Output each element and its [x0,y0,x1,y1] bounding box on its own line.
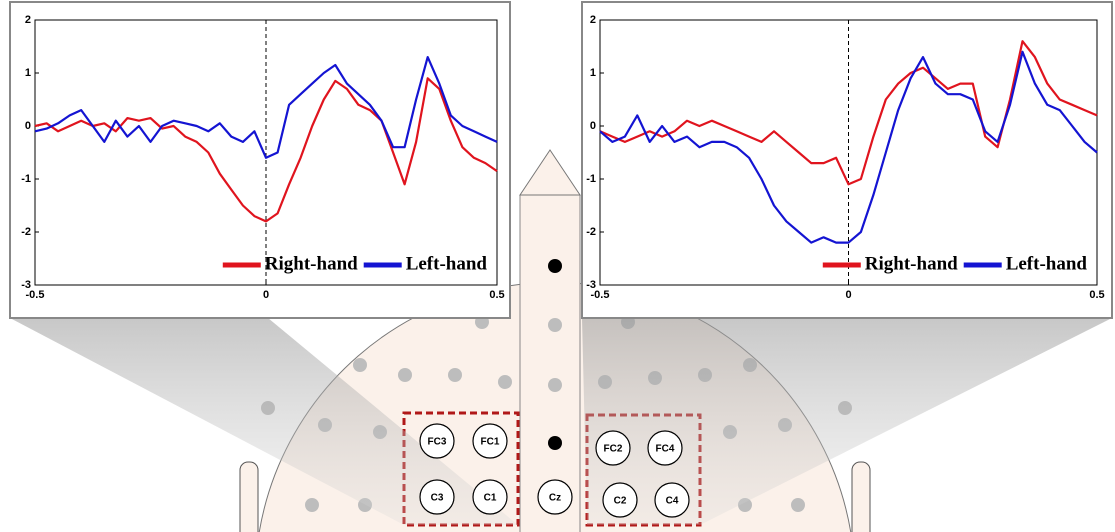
x-tick-label: 0.5 [489,289,504,301]
y-tick-label: 1 [25,67,31,79]
x-tick-label: -0.5 [26,289,45,301]
x-tick-label: -0.5 [591,289,610,301]
legend-label: Right-hand [865,253,958,274]
electrode-label: FC2 [604,444,623,455]
nose [520,150,580,195]
y-tick-label: -2 [21,226,31,238]
legend-label: Right-hand [265,253,358,274]
electrode-label: C2 [614,496,627,507]
electrode-label: C4 [666,496,679,507]
left-ear [240,462,258,532]
y-tick-label: 1 [590,67,596,79]
x-tick-label: 0 [263,289,269,301]
electrode-label: FC1 [481,437,500,448]
legend-label: Left-hand [1006,253,1088,274]
y-tick-label: 2 [25,14,31,26]
y-tick-label: 2 [590,14,596,26]
electrode-label: FC3 [428,437,447,448]
y-tick-label: 0 [590,120,596,132]
electrode-label: Cz [549,493,561,504]
reference-dot [548,436,562,450]
reference-dot [548,259,562,273]
legend-label: Left-hand [406,253,488,274]
electrode-label: C3 [431,493,444,504]
electrode-label: C1 [484,493,497,504]
x-tick-label: 0 [845,289,851,301]
electrode-label: FC4 [656,444,675,455]
figure: FC3FC1C3C1CzFC2FC4C2C4 -3-2-1012-0.500.5… [0,0,1115,532]
y-tick-label: -1 [21,173,31,185]
x-tick-label: 0.5 [1089,289,1104,301]
y-tick-label: -1 [586,173,596,185]
y-tick-label: -2 [586,226,596,238]
right-ear [852,462,870,532]
y-tick-label: 0 [25,120,31,132]
